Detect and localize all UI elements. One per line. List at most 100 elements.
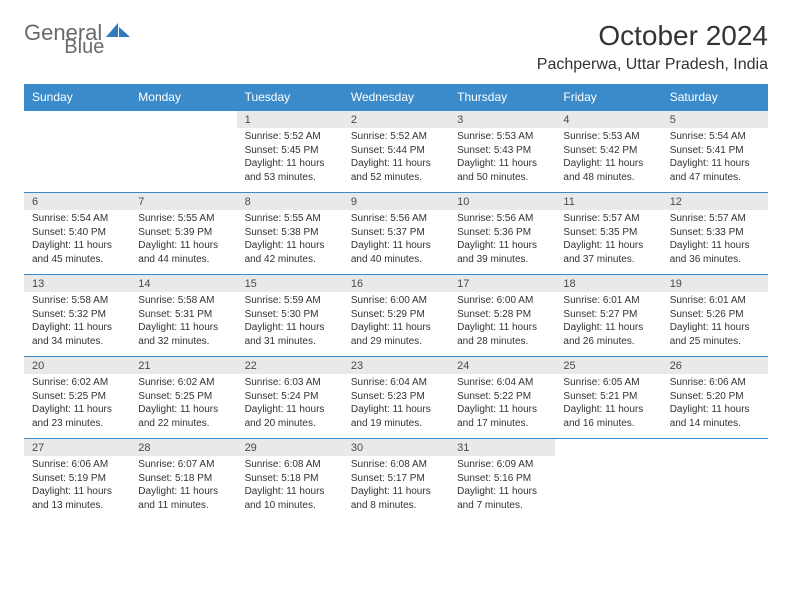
- sail-icon: [104, 21, 132, 46]
- day-info: Sunrise: 5:57 AMSunset: 5:35 PMDaylight:…: [555, 210, 661, 275]
- day-number: 17: [449, 275, 555, 293]
- sunset-line: Sunset: 5:26 PM: [670, 308, 760, 322]
- sunset-line: Sunset: 5:17 PM: [351, 472, 441, 486]
- week-number-row: 20212223242526: [24, 357, 768, 375]
- daylight-line: Daylight: 11 hours and 34 minutes.: [32, 321, 122, 348]
- day-info: Sunrise: 6:00 AMSunset: 5:29 PMDaylight:…: [343, 292, 449, 357]
- sunset-line: Sunset: 5:23 PM: [351, 390, 441, 404]
- sunrise-line: Sunrise: 5:55 AM: [245, 212, 335, 226]
- sunset-line: Sunset: 5:38 PM: [245, 226, 335, 240]
- sunset-line: Sunset: 5:35 PM: [563, 226, 653, 240]
- day-number: 31: [449, 439, 555, 457]
- sunrise-line: Sunrise: 5:53 AM: [563, 130, 653, 144]
- sunrise-line: Sunrise: 6:08 AM: [351, 458, 441, 472]
- day-info: Sunrise: 6:09 AMSunset: 5:16 PMDaylight:…: [449, 456, 555, 520]
- sunset-line: Sunset: 5:27 PM: [563, 308, 653, 322]
- week-number-row: 12345: [24, 111, 768, 129]
- day-info: Sunrise: 5:53 AMSunset: 5:42 PMDaylight:…: [555, 128, 661, 193]
- week-info-row: Sunrise: 6:02 AMSunset: 5:25 PMDaylight:…: [24, 374, 768, 439]
- day-info: Sunrise: 6:04 AMSunset: 5:23 PMDaylight:…: [343, 374, 449, 439]
- empty-cell: [130, 111, 236, 129]
- daylight-line: Daylight: 11 hours and 37 minutes.: [563, 239, 653, 266]
- day-number: 22: [237, 357, 343, 375]
- sunset-line: Sunset: 5:29 PM: [351, 308, 441, 322]
- day-info: Sunrise: 5:52 AMSunset: 5:44 PMDaylight:…: [343, 128, 449, 193]
- page-title: October 2024: [598, 20, 768, 52]
- day-number: 25: [555, 357, 661, 375]
- sunset-line: Sunset: 5:28 PM: [457, 308, 547, 322]
- day-info: Sunrise: 5:58 AMSunset: 5:31 PMDaylight:…: [130, 292, 236, 357]
- daylight-line: Daylight: 11 hours and 28 minutes.: [457, 321, 547, 348]
- sunrise-line: Sunrise: 5:53 AM: [457, 130, 547, 144]
- daylight-line: Daylight: 11 hours and 32 minutes.: [138, 321, 228, 348]
- empty-cell: [24, 128, 130, 193]
- empty-cell: [662, 456, 768, 520]
- sunset-line: Sunset: 5:18 PM: [138, 472, 228, 486]
- empty-cell: [24, 111, 130, 129]
- day-header: Monday: [130, 84, 236, 111]
- daylight-line: Daylight: 11 hours and 14 minutes.: [670, 403, 760, 430]
- empty-cell: [130, 128, 236, 193]
- sunset-line: Sunset: 5:25 PM: [32, 390, 122, 404]
- day-number: 6: [24, 193, 130, 211]
- sunrise-line: Sunrise: 5:52 AM: [245, 130, 335, 144]
- day-number: 3: [449, 111, 555, 129]
- daylight-line: Daylight: 11 hours and 23 minutes.: [32, 403, 122, 430]
- day-number: 2: [343, 111, 449, 129]
- day-number: 9: [343, 193, 449, 211]
- sunrise-line: Sunrise: 6:05 AM: [563, 376, 653, 390]
- daylight-line: Daylight: 11 hours and 16 minutes.: [563, 403, 653, 430]
- sunrise-line: Sunrise: 5:52 AM: [351, 130, 441, 144]
- day-number: 20: [24, 357, 130, 375]
- day-number: 11: [555, 193, 661, 211]
- sunrise-line: Sunrise: 5:57 AM: [670, 212, 760, 226]
- week-number-row: 13141516171819: [24, 275, 768, 293]
- day-info: Sunrise: 6:06 AMSunset: 5:20 PMDaylight:…: [662, 374, 768, 439]
- sunrise-line: Sunrise: 5:59 AM: [245, 294, 335, 308]
- sunrise-line: Sunrise: 5:54 AM: [32, 212, 122, 226]
- day-info: Sunrise: 5:58 AMSunset: 5:32 PMDaylight:…: [24, 292, 130, 357]
- day-number: 30: [343, 439, 449, 457]
- day-header: Friday: [555, 84, 661, 111]
- daylight-line: Daylight: 11 hours and 40 minutes.: [351, 239, 441, 266]
- day-info: Sunrise: 6:04 AMSunset: 5:22 PMDaylight:…: [449, 374, 555, 439]
- week-number-row: 6789101112: [24, 193, 768, 211]
- sunrise-line: Sunrise: 6:00 AM: [457, 294, 547, 308]
- daylight-line: Daylight: 11 hours and 10 minutes.: [245, 485, 335, 512]
- header: General Blue October 2024: [24, 20, 768, 52]
- day-number: 1: [237, 111, 343, 129]
- day-info: Sunrise: 6:00 AMSunset: 5:28 PMDaylight:…: [449, 292, 555, 357]
- day-info: Sunrise: 6:02 AMSunset: 5:25 PMDaylight:…: [130, 374, 236, 439]
- sunset-line: Sunset: 5:37 PM: [351, 226, 441, 240]
- day-number: 8: [237, 193, 343, 211]
- day-number: 28: [130, 439, 236, 457]
- sunrise-line: Sunrise: 5:54 AM: [670, 130, 760, 144]
- sunset-line: Sunset: 5:39 PM: [138, 226, 228, 240]
- day-info: Sunrise: 5:55 AMSunset: 5:39 PMDaylight:…: [130, 210, 236, 275]
- sunrise-line: Sunrise: 6:02 AM: [32, 376, 122, 390]
- day-number: 18: [555, 275, 661, 293]
- sunset-line: Sunset: 5:45 PM: [245, 144, 335, 158]
- day-info: Sunrise: 6:02 AMSunset: 5:25 PMDaylight:…: [24, 374, 130, 439]
- sunrise-line: Sunrise: 5:57 AM: [563, 212, 653, 226]
- sunset-line: Sunset: 5:21 PM: [563, 390, 653, 404]
- day-header: Saturday: [662, 84, 768, 111]
- day-number: 16: [343, 275, 449, 293]
- sunrise-line: Sunrise: 6:02 AM: [138, 376, 228, 390]
- daylight-line: Daylight: 11 hours and 44 minutes.: [138, 239, 228, 266]
- daylight-line: Daylight: 11 hours and 39 minutes.: [457, 239, 547, 266]
- day-info: Sunrise: 6:03 AMSunset: 5:24 PMDaylight:…: [237, 374, 343, 439]
- day-number: 15: [237, 275, 343, 293]
- sunrise-line: Sunrise: 6:04 AM: [457, 376, 547, 390]
- sunrise-line: Sunrise: 6:08 AM: [245, 458, 335, 472]
- daylight-line: Daylight: 11 hours and 13 minutes.: [32, 485, 122, 512]
- week-number-row: 2728293031: [24, 439, 768, 457]
- sunset-line: Sunset: 5:43 PM: [457, 144, 547, 158]
- empty-cell: [555, 456, 661, 520]
- day-info: Sunrise: 5:54 AMSunset: 5:40 PMDaylight:…: [24, 210, 130, 275]
- calendar-table: SundayMondayTuesdayWednesdayThursdayFrid…: [24, 84, 768, 520]
- sunset-line: Sunset: 5:41 PM: [670, 144, 760, 158]
- day-number: 5: [662, 111, 768, 129]
- day-info: Sunrise: 6:08 AMSunset: 5:18 PMDaylight:…: [237, 456, 343, 520]
- daylight-line: Daylight: 11 hours and 50 minutes.: [457, 157, 547, 184]
